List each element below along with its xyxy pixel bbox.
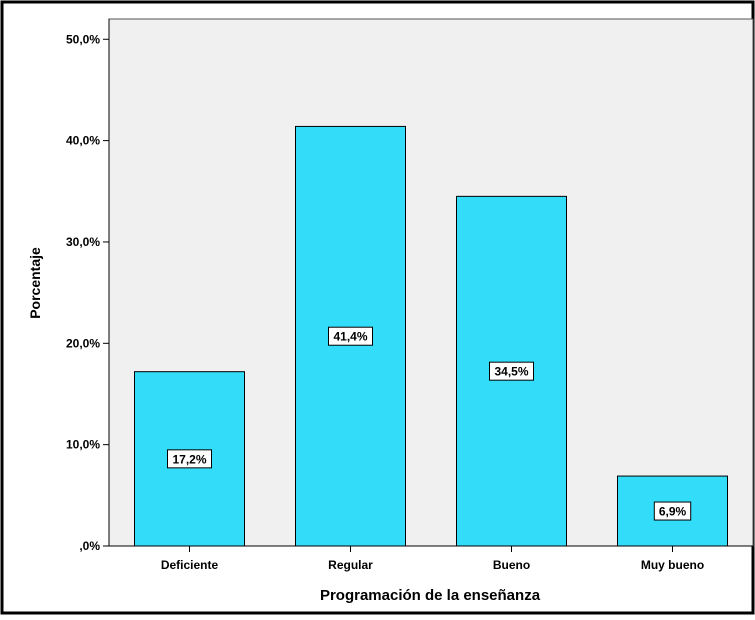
data-label-box: [328, 326, 373, 346]
data-labels: 17,2% 41,4% 34,5% 6,9%: [167, 326, 692, 521]
y-tick-label: 40,0%: [66, 134, 100, 148]
y-axis-title: Porcentaje: [27, 247, 43, 319]
data-label-box: [167, 449, 212, 469]
y-tick-label: ,0%: [79, 539, 100, 553]
y-tick-label: 10,0%: [66, 438, 100, 452]
y-tick-label: 50,0%: [66, 32, 100, 46]
x-tick-label: Bueno: [493, 558, 530, 572]
y-tick-label: 20,0%: [66, 336, 100, 350]
axes: ,0% 10,0% 20,0% 30,0% 40,0% 50,0% Deficiente Re…: [66, 19, 753, 572]
data-label-text: 17,2%: [172, 452, 206, 466]
x-tick-label: Deficiente: [161, 558, 219, 572]
data-label: 41,4%: [328, 326, 373, 346]
data-label-box: [653, 501, 692, 521]
y-tick-label: 30,0%: [66, 235, 100, 249]
data-label-box: [489, 361, 534, 381]
data-label-text: 41,4%: [333, 330, 367, 344]
data-label-text: 34,5%: [494, 365, 528, 379]
x-axis-title: Programación de la enseñanza: [320, 587, 541, 604]
data-label: 6,9%: [653, 501, 692, 521]
data-label-text: 6,9%: [659, 505, 687, 519]
x-tick-label: Muy bueno: [641, 558, 704, 572]
x-tick-label: Regular: [328, 558, 373, 572]
data-label: 17,2%: [167, 449, 212, 469]
data-label: 34,5%: [489, 361, 534, 381]
